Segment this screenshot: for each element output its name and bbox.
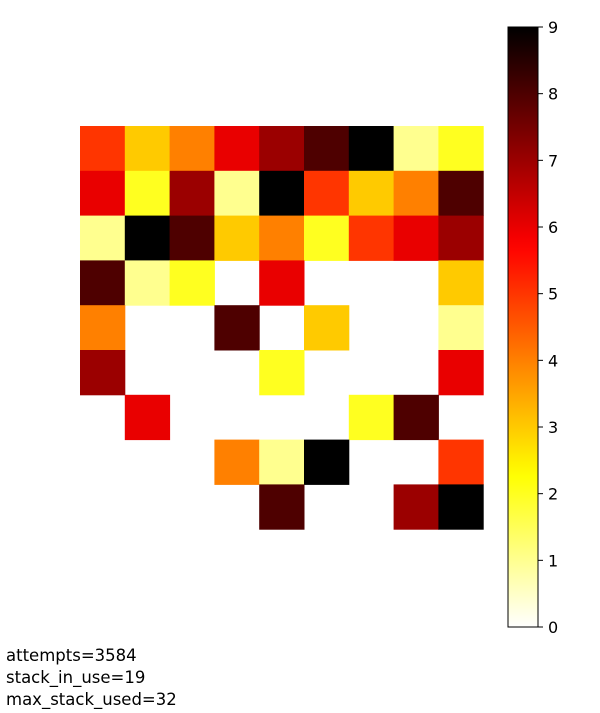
max-stack-used-text: max_stack_used=32 — [6, 690, 177, 709]
heatmap-cell — [348, 170, 395, 217]
heatmap-cell — [304, 439, 350, 485]
colorbar-tick-label: 5 — [548, 285, 558, 304]
heatmap-cell — [304, 170, 350, 217]
heatmap-cell — [259, 215, 305, 261]
heatmap-cell — [438, 170, 484, 217]
heatmap-cell — [438, 350, 484, 396]
heatmap-cell — [214, 215, 260, 261]
heatmap-cell — [214, 170, 260, 217]
heatmap-cell — [304, 215, 350, 261]
heatmap-cell — [348, 215, 395, 261]
heatmap-cell — [80, 126, 126, 172]
colorbar-tick-label: 1 — [548, 551, 558, 570]
heatmap-cell — [214, 305, 260, 351]
heatmap-cell — [259, 260, 305, 306]
heatmap-cell — [124, 260, 171, 306]
heatmap-cell — [393, 484, 439, 530]
colorbar: 0 1 2 3 4 5 6 7 8 9 — [507, 18, 558, 637]
heatmap-cell — [438, 260, 484, 306]
heatmap-cell — [438, 305, 484, 351]
heatmap-cell — [124, 394, 171, 441]
heatmap-cell — [169, 260, 215, 306]
attempts-text: attempts=3584 — [6, 646, 137, 665]
colorbar-tick-label: 3 — [548, 418, 558, 437]
heatmap-cell — [259, 439, 305, 485]
heatmap-cell — [393, 215, 439, 261]
heatmap-cell — [169, 170, 215, 217]
heatmap-cell — [393, 126, 439, 172]
heatmap-cell — [259, 126, 305, 172]
heatmap-cells — [80, 126, 484, 530]
heatmap-cell — [438, 439, 484, 485]
colorbar-gradient — [507, 26, 539, 628]
heatmap-cell — [124, 215, 171, 261]
heatmap-cell — [393, 170, 439, 217]
colorbar-tick-label: 7 — [548, 151, 558, 170]
heatmap-cell — [304, 305, 350, 351]
heatmap-cell — [80, 305, 126, 351]
heatmap-cell — [169, 215, 215, 261]
colorbar-tick-label: 4 — [548, 351, 558, 370]
colorbar-tick-label: 0 — [548, 618, 558, 637]
colorbar-tick-label: 8 — [548, 85, 558, 104]
heatmap-cell — [348, 394, 395, 441]
heatmap-cell — [80, 170, 126, 217]
heatmap-cell — [124, 170, 171, 217]
heatmap-cell — [214, 126, 260, 172]
heatmap-cell — [393, 394, 439, 441]
heatmap-cell — [124, 126, 171, 172]
heatmap-cell — [348, 126, 395, 172]
heatmap-cell — [80, 350, 126, 396]
heatmap-cell — [438, 215, 484, 261]
heatmap-cell — [259, 170, 305, 217]
colorbar-tick-label: 6 — [548, 218, 558, 237]
colorbar-tick-label: 9 — [548, 18, 558, 37]
heatmap-cell — [80, 260, 126, 306]
colorbar-tick-label: 2 — [548, 485, 558, 504]
heatmap-cell — [259, 484, 305, 530]
heatmap-cell — [80, 215, 126, 261]
heatmap-cell — [169, 126, 215, 172]
heatmap-cell — [214, 439, 260, 485]
heatmap-cell — [259, 350, 305, 396]
stack-in-use-text: stack_in_use=19 — [6, 668, 146, 687]
heatmap-cell — [304, 126, 350, 172]
heatmap-cell — [438, 126, 484, 172]
heatmap-cell — [438, 484, 484, 530]
